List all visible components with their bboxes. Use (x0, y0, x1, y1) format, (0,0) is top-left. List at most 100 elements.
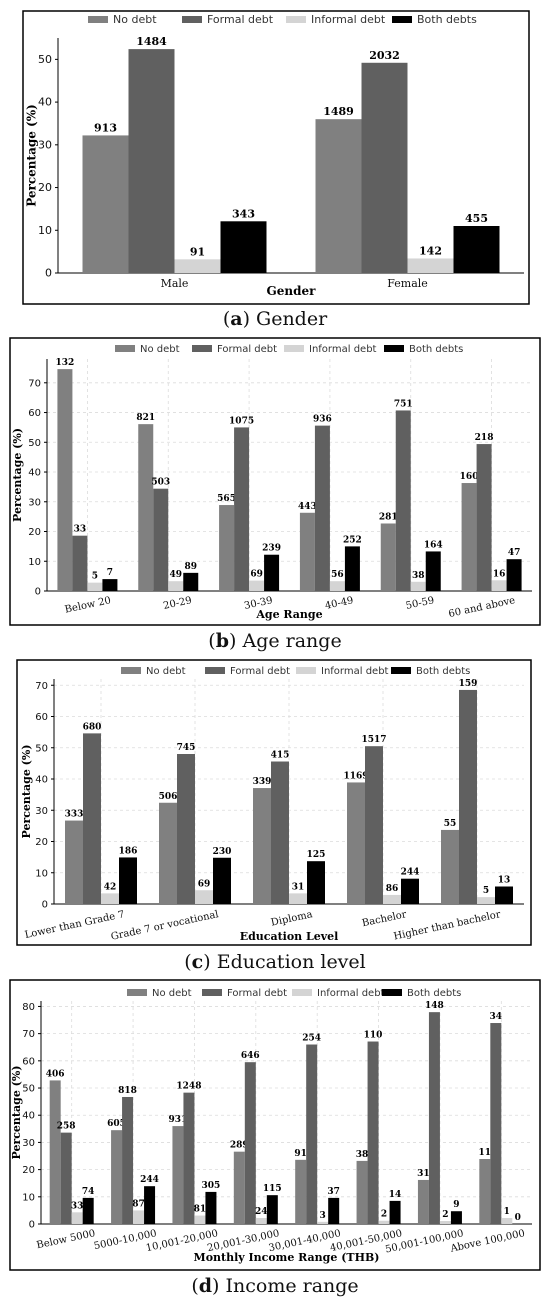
bar-no-debt (49, 1080, 61, 1224)
bar-value-label: 91 (190, 245, 205, 258)
y-tick-label: 40 (22, 1111, 35, 1122)
bar-no-debt (219, 505, 235, 591)
y-axis-title: Percentage (%) (11, 428, 24, 522)
chart-panel-age: 0 10 20 30 40 50 60 70 132 33 5 7 Below 20 821 503 49 89… (9, 337, 541, 626)
bar-value-label: 1 (504, 1207, 510, 1217)
y-tick-label: 10 (35, 868, 48, 879)
bar-no-debt (159, 802, 177, 904)
bar-value-label: 31 (292, 882, 305, 892)
bar-value-label: 81 (194, 1205, 207, 1215)
legend-label-both-debts: Both debts (409, 344, 463, 355)
bar-no-debt (65, 820, 83, 904)
bar-both-debts (425, 551, 441, 591)
bar-no-debt (172, 1126, 184, 1224)
legend-label-formal-debt: Formal debt (227, 988, 287, 999)
bar-value-label: 1489 (323, 105, 354, 118)
bar-value-label: 936 (313, 415, 332, 425)
bar-no-debt (441, 829, 459, 904)
panel-frame (9, 337, 541, 626)
bar-value-label: 87 (132, 1199, 145, 1209)
bar-informal-debt (168, 581, 184, 591)
bar-formal-debt (271, 761, 289, 904)
bar-value-label: 125 (307, 850, 326, 860)
bar-both-debts (506, 559, 522, 591)
x-axis-title: Gender (267, 284, 317, 298)
caption-letter: c (191, 951, 204, 973)
bar-value-label: 1484 (136, 35, 167, 48)
bar-formal-debt (72, 535, 88, 591)
bar-formal-debt (490, 1023, 502, 1224)
bar-value-label: 1517 (361, 735, 386, 745)
bar-informal-debt (194, 1215, 206, 1224)
y-tick-label: 0 (45, 267, 52, 280)
bar-value-label: 14 (389, 1190, 402, 1200)
bar-formal-debt (83, 733, 101, 904)
x-tick-label: Below 20 (64, 595, 112, 616)
bar-value-label: 69 (198, 879, 211, 889)
y-tick-label: 10 (38, 224, 52, 237)
bar-formal-debt (367, 1041, 379, 1224)
bar-value-label: 115 (263, 1184, 282, 1194)
bar-no-debt (461, 483, 477, 591)
caption-text: Age range (236, 630, 342, 652)
y-tick-label: 50 (22, 1084, 35, 1095)
x-tick-label: Bachelor (361, 909, 408, 929)
bar-formal-debt (361, 62, 408, 274)
bar-value-label: 339 (253, 777, 272, 787)
bar-value-label: 148 (425, 1001, 444, 1011)
bar-value-label: 0 (515, 1213, 521, 1223)
bar-value-label: 55 (444, 819, 457, 829)
x-axis-title: Monthly Income Range (THB) (194, 1251, 380, 1264)
bar-formal-debt (128, 49, 175, 273)
bar-no-debt (82, 135, 129, 273)
bar-value-label: 33 (71, 1201, 84, 1211)
y-tick-label: 30 (22, 1138, 35, 1149)
bar-both-debts (453, 226, 500, 273)
bar-value-label: 506 (159, 792, 178, 802)
y-tick-label: 50 (35, 743, 48, 754)
caption-education: (c) Education level (184, 951, 366, 973)
legend-label-no-debt: No debt (152, 988, 192, 999)
bar-value-label: 74 (82, 1187, 95, 1197)
bar-no-debt (299, 512, 315, 591)
legend-swatch-formal-debt (182, 16, 202, 23)
x-tick-label: 60 and above (448, 595, 517, 620)
chart-panel-education: 0 10 20 30 40 50 60 70 333 680 42 186 Lower than Gra… (16, 659, 532, 946)
x-axis-title: Education Level (240, 930, 339, 943)
y-tick-label: 80 (22, 1002, 35, 1013)
bar-value-label: 244 (140, 1175, 159, 1185)
bar-formal-debt (122, 1096, 134, 1224)
legend-swatch-both-debts (384, 345, 404, 352)
bar-both-debts (307, 861, 325, 904)
chart-panel-gender: 0 10 20 30 40 50 913 1484 91 343 Male 1489 2032 142 45… (22, 10, 530, 305)
bar-informal-debt (174, 259, 221, 273)
bar-value-label: 164 (424, 540, 443, 550)
x-tick-label: 50-59 (405, 595, 435, 612)
bar-formal-debt (177, 754, 195, 904)
bar-value-label: 818 (118, 1086, 137, 1096)
y-tick-label: 40 (28, 468, 41, 479)
legend-label-no-debt: No debt (146, 666, 186, 677)
bar-value-label: 49 (169, 570, 182, 580)
bar-value-label: 13 (498, 876, 511, 886)
bar-value-label: 1075 (229, 416, 254, 426)
bar-no-debt (295, 1159, 307, 1224)
y-tick-label: 60 (28, 408, 41, 419)
legend-swatch-both-debts (392, 16, 412, 23)
bar-informal-debt (477, 897, 495, 904)
x-tick-label: Higher than bachelor (393, 909, 502, 942)
legend-label-formal-debt: Formal debt (230, 666, 290, 677)
bar-both-debts (450, 1211, 462, 1224)
y-tick-label: 70 (35, 681, 48, 692)
bar-value-label: 159 (459, 679, 478, 689)
bar-value-label: 47 (508, 548, 521, 558)
bar-informal-debt (439, 1221, 451, 1224)
y-tick-label: 40 (38, 96, 52, 109)
bar-value-label: 415 (271, 751, 290, 761)
x-tick-label: Below 5000 (36, 1228, 97, 1251)
bar-informal-debt (383, 894, 401, 904)
legend-swatch-informal-debt (292, 989, 312, 996)
bar-value-label: 2032 (369, 49, 400, 62)
